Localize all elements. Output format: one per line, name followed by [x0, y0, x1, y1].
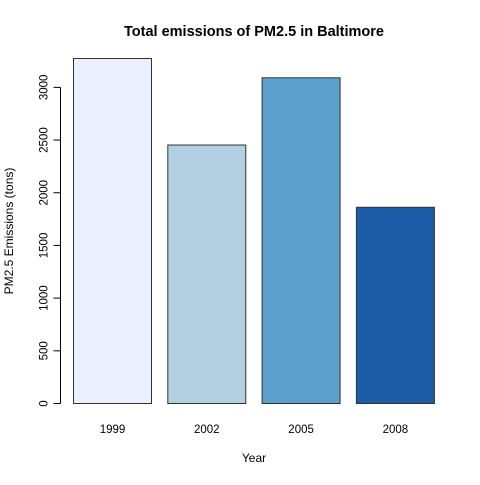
y-tick-label-1500: 1500 [39, 233, 51, 259]
x-tick-label-2005: 2005 [288, 424, 314, 436]
y-axis-label: PM2.5 Emissions (tons) [2, 168, 16, 295]
x-tick-label-2008: 2008 [383, 424, 409, 436]
y-tick-label-1000: 1000 [39, 285, 51, 311]
bar-1999 [73, 58, 152, 404]
y-tick-label-500: 500 [39, 341, 51, 360]
x-tick-label-1999: 1999 [100, 424, 126, 436]
y-tick-label-3000: 3000 [39, 75, 51, 101]
bar-2005 [261, 77, 341, 404]
x-axis-ticks: 1999 2002 2005 2008 [100, 424, 408, 436]
y-tick-label-2000: 2000 [39, 180, 51, 206]
x-axis-label: Year [242, 451, 266, 465]
bars-group [73, 58, 435, 405]
x-tick-label-2002: 2002 [194, 424, 220, 436]
y-tick-label-2500: 2500 [39, 127, 51, 153]
chart-title: Total emissions of PM2.5 in Baltimore [124, 24, 384, 40]
bar-2008 [355, 206, 435, 404]
y-axis: 0 500 1000 1500 2000 2500 3000 [39, 75, 61, 407]
y-tick-label-0: 0 [39, 400, 51, 406]
bar-2002 [167, 144, 247, 405]
